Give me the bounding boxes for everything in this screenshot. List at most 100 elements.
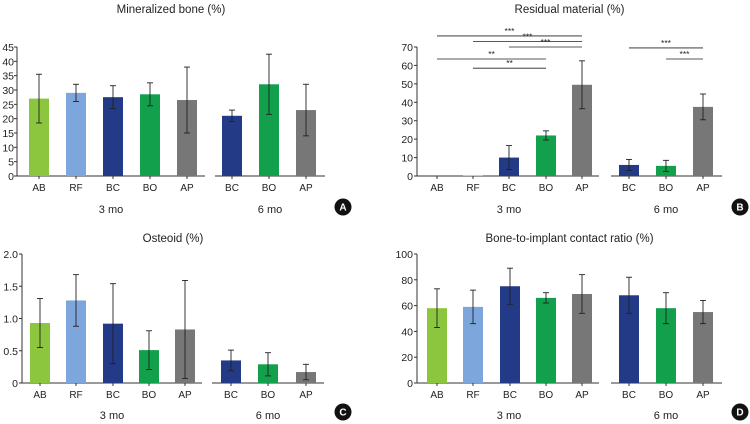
- category-label: AP: [696, 390, 710, 401]
- panel-badge-label: D: [736, 408, 743, 419]
- bar-bo: [536, 135, 556, 176]
- category-label: RF: [466, 183, 479, 194]
- category-label: BC: [225, 183, 239, 194]
- significance-label: ***: [505, 26, 516, 36]
- category-label: BC: [622, 183, 636, 194]
- significance-label: **: [488, 49, 495, 59]
- y-tick-label: 1.0: [3, 314, 18, 326]
- y-tick-label: 40: [2, 56, 14, 68]
- bar-rf: [463, 175, 483, 176]
- y-tick-label: 100: [395, 249, 413, 261]
- y-tick-label: 30: [2, 85, 14, 97]
- significance-label: ***: [661, 38, 672, 48]
- bar-rf: [66, 300, 86, 383]
- y-tick-label: 1.5: [3, 281, 18, 293]
- group-label: 6 mo: [654, 204, 678, 216]
- y-tick-label: 20: [2, 114, 14, 126]
- category-label: BO: [262, 183, 277, 194]
- category-label: BO: [659, 390, 674, 401]
- y-tick-label: 60: [401, 301, 413, 313]
- y-tick-label: 80: [401, 275, 413, 287]
- chart-title: Osteoid (%): [143, 233, 204, 245]
- panel-d-bone-to-implant-contact: Bone-to-implant contact ratio (%) 0 20 40 60…: [395, 233, 749, 422]
- panel-badge-icon: [731, 198, 749, 216]
- bar-ap: [693, 106, 713, 176]
- y-tick-label: 20: [401, 134, 413, 146]
- bar-ap: [572, 293, 592, 383]
- y-tick-label: 30: [401, 116, 413, 128]
- group-label: 3 mo: [497, 410, 521, 422]
- category-label: BC: [106, 390, 120, 401]
- bar-bo: [140, 94, 160, 176]
- category-label: AP: [696, 183, 710, 194]
- bar-ap: [177, 100, 197, 176]
- bar-bo: [259, 84, 279, 176]
- bar-ap: [693, 312, 713, 383]
- category-label: BC: [622, 390, 636, 401]
- category-label: RF: [69, 390, 82, 401]
- y-tick-label: 15: [2, 128, 14, 140]
- y-tick-label: 40: [401, 326, 413, 338]
- bar-ap: [296, 110, 316, 176]
- category-label: BO: [261, 390, 276, 401]
- bar-bc: [221, 360, 241, 383]
- chart-title: Mineralized bone (%): [117, 4, 226, 16]
- category-label: AP: [180, 183, 194, 194]
- chart-title: Bone-to-implant contact ratio (%): [485, 233, 653, 245]
- category-label: RF: [466, 390, 479, 401]
- group-label: 6 mo: [654, 410, 678, 422]
- bar-ab: [29, 98, 49, 176]
- significance-label: ***: [541, 37, 552, 47]
- bar-rf: [66, 92, 86, 176]
- y-tick-label: 20: [401, 352, 413, 364]
- y-tick-label: 70: [401, 42, 413, 54]
- y-tick-label: 60: [401, 60, 413, 72]
- y-tick-label: 0: [407, 378, 413, 390]
- y-tick-label: 0: [12, 378, 18, 390]
- bar-ab: [427, 308, 447, 383]
- category-label: AP: [299, 390, 313, 401]
- category-label: BC: [503, 390, 517, 401]
- bar-ab: [30, 323, 50, 383]
- y-tick-label: 5: [8, 157, 14, 169]
- panel-b-residual-material: Residual material (%) 0 10 20 30 40 50 60 70 AB RF…: [401, 4, 749, 216]
- category-label: BO: [142, 390, 157, 401]
- group-label: 3 mo: [99, 204, 123, 216]
- category-label: AP: [178, 390, 192, 401]
- y-tick-label: 40: [401, 97, 413, 109]
- group-label: 3 mo: [100, 410, 124, 422]
- category-label: AB: [430, 390, 444, 401]
- y-tick-label: 35: [2, 71, 14, 83]
- bar-bo: [536, 297, 556, 383]
- category-label: BO: [539, 390, 554, 401]
- panel-c-osteoid: Osteoid (%) 0 0.5 1.0 1.5 2.0 AB RF BC BO AP 3 mo BC…: [3, 233, 352, 422]
- category-label: AP: [575, 183, 589, 194]
- category-label: BO: [659, 183, 674, 194]
- significance-label: ***: [680, 49, 691, 59]
- category-label: BC: [502, 183, 516, 194]
- category-label: BO: [539, 183, 554, 194]
- y-tick-label: 0: [407, 171, 413, 183]
- y-tick-label: 45: [2, 42, 14, 54]
- panel-badge-icon: [334, 403, 352, 421]
- category-label: RF: [69, 183, 82, 194]
- y-tick-label: 10: [2, 142, 14, 154]
- y-tick-label: 10: [401, 153, 413, 165]
- y-tick-label: 2.0: [3, 249, 18, 261]
- category-label: AP: [575, 390, 589, 401]
- bar-bc: [500, 286, 520, 383]
- group-label: 6 mo: [256, 410, 280, 422]
- group-label: 6 mo: [258, 204, 282, 216]
- panel-badge-label: C: [339, 408, 346, 419]
- category-label: BO: [143, 183, 158, 194]
- panel-badge-label: B: [736, 203, 743, 214]
- panel-badge-icon: [731, 403, 749, 421]
- category-label: AB: [33, 390, 47, 401]
- panel-badge-icon: [334, 198, 352, 216]
- bar-ap: [572, 84, 592, 176]
- category-label: AB: [430, 183, 444, 194]
- y-tick-label: 0.5: [3, 346, 18, 358]
- y-tick-label: 0: [8, 171, 14, 183]
- y-tick-label: 50: [401, 79, 413, 91]
